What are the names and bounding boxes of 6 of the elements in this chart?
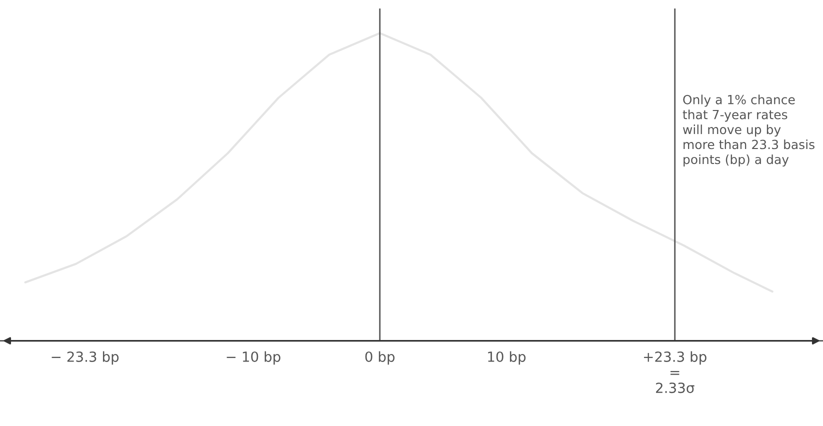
x-tick-label: 10 bp — [488, 351, 526, 365]
x-tick-label: − 23.3 bp — [52, 351, 119, 365]
x-tick-label: 0 bp — [365, 351, 395, 365]
x-tick-label: +23.3 bp = 2.33σ — [644, 351, 706, 394]
x-tick-label: − 10 bp — [226, 351, 280, 365]
ref-line-label: Only a 1% chance that 7-year rates will move up by more than 23.3 basis points (bp) a day — [682, 94, 814, 167]
